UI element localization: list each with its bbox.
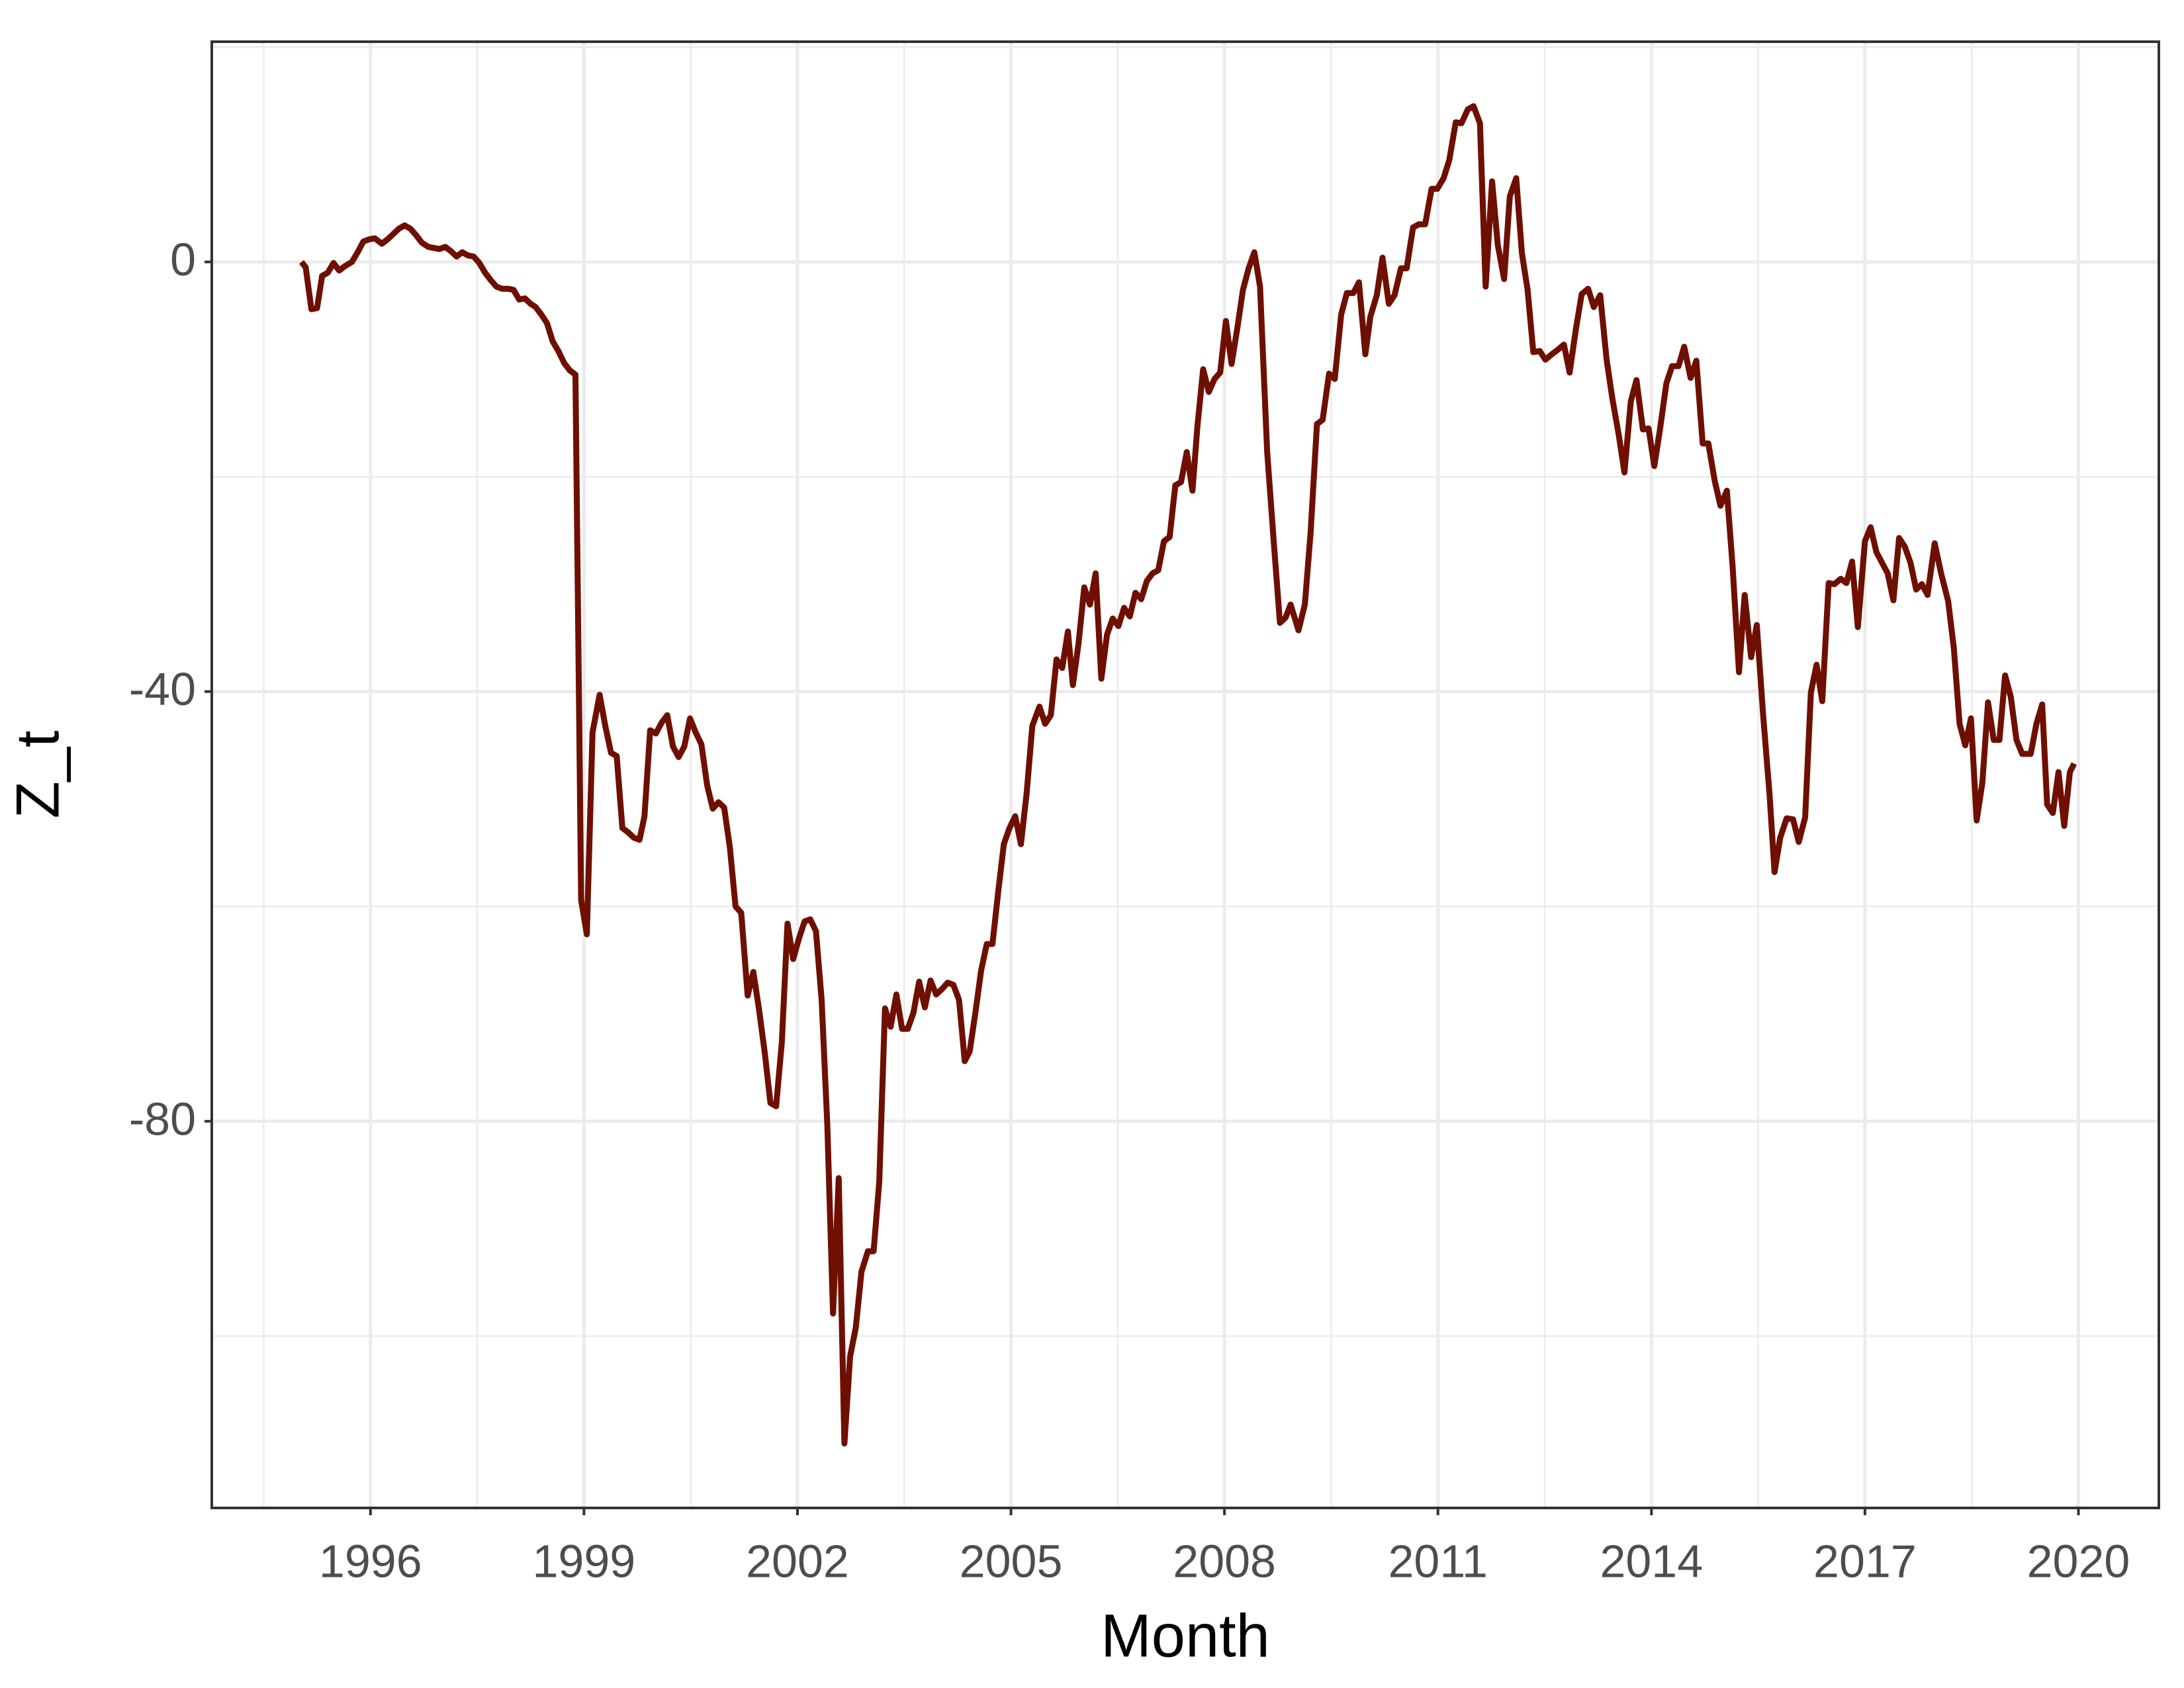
- y-axis-title: Z_t: [4, 731, 71, 819]
- y-tick-label: -80: [129, 1093, 196, 1145]
- x-tick-label: 1999: [533, 1535, 636, 1587]
- data-line: [298, 103, 2077, 1447]
- x-tick-label: 2008: [1173, 1535, 1276, 1587]
- x-tick-label: 2017: [1813, 1535, 1917, 1587]
- x-tick-label: 2014: [1600, 1535, 1703, 1587]
- x-tick-label: 2011: [1388, 1535, 1488, 1587]
- x-tick-label: 2020: [2027, 1535, 2130, 1587]
- panel-border: [210, 40, 2160, 1509]
- y-tick-label: 0: [170, 234, 196, 285]
- x-tick-label: 2005: [960, 1535, 1063, 1587]
- y-tick-label: -40: [129, 663, 196, 715]
- x-axis-title: Month: [1101, 1602, 1270, 1669]
- x-tick-label: 1996: [319, 1535, 422, 1587]
- x-tick-label: 2002: [746, 1535, 849, 1587]
